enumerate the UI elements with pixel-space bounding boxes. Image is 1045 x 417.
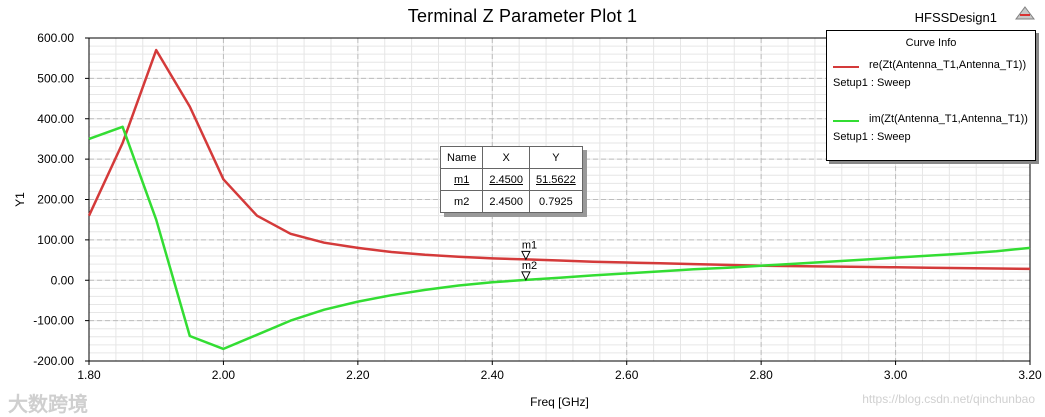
marker-table-header: Name X Y [439, 146, 583, 169]
y-tick-label: 300.00 [37, 152, 74, 166]
plot-title: Terminal Z Parameter Plot 1 [407, 6, 638, 26]
y-axis-label: Y1 [13, 192, 27, 207]
watermark-url: https://blog.csdn.net/qinchunbao [862, 392, 1035, 406]
marker-row-m2[interactable]: m2 2.4500 0.7925 [439, 190, 583, 213]
marker-x: 2.4500 [482, 168, 530, 191]
marker-table-col-y: Y [529, 146, 583, 169]
marker-name[interactable]: m1 [439, 168, 484, 191]
legend-title: Curve Info [905, 37, 957, 49]
ansys-logo-icon [1015, 6, 1035, 20]
marker-x: 2.4500 [482, 190, 530, 213]
x-tick-label: 2.00 [212, 368, 236, 382]
curve-info-legend[interactable]: Curve Info re(Zt(Antenna_T1,Antenna_T1))… [826, 30, 1036, 161]
legend-swatch-re [833, 66, 859, 68]
x-tick-label: 2.40 [481, 368, 505, 382]
legend-series-name: im(Zt(Antenna_T1,Antenna_T1)) [869, 113, 1028, 125]
y-tick-label: 0.00 [51, 273, 75, 287]
legend-entry-im[interactable]: im(Zt(Antenna_T1,Antenna_T1)) Setup1 : S… [833, 113, 1031, 153]
marker-table-col-x: X [482, 146, 530, 169]
marker-m2-label: m2 [522, 260, 537, 272]
marker-m1-icon [521, 250, 531, 261]
legend-swatch-im [833, 120, 859, 122]
marker-name[interactable]: m2 [439, 190, 484, 213]
y-tick-label: 600.00 [37, 31, 74, 45]
marker-y: 51.5622 [529, 168, 583, 191]
marker-y: 0.7925 [529, 190, 583, 213]
x-tick-label: 2.80 [749, 368, 773, 382]
x-tick-label: 3.20 [1018, 368, 1042, 382]
x-tick-label: 1.80 [77, 368, 101, 382]
marker-row-m1[interactable]: m1 2.4500 51.5622 [439, 168, 583, 191]
marker-m1-label: m1 [522, 239, 537, 251]
y-tick-label: -200.00 [33, 354, 74, 368]
y-tick-label: 400.00 [37, 112, 74, 126]
series-line-im [88, 125, 1031, 351]
marker-m2-icon [521, 271, 531, 282]
marker-table[interactable]: Name X Y m1 2.4500 51.5622 m2 2.4500 0.7… [439, 146, 583, 213]
y-tick-label: 100.00 [37, 233, 74, 247]
series-line-re [87, 48, 1031, 271]
watermark-logo: 大数跨境 [8, 394, 88, 416]
legend-entry-re[interactable]: re(Zt(Antenna_T1,Antenna_T1)) Setup1 : S… [833, 59, 1031, 99]
y-tick-label: -100.00 [33, 314, 74, 328]
marker-table-col-name: Name [439, 146, 484, 169]
x-axis-label: Freq [GHz] [530, 395, 589, 409]
x-tick-label: 2.60 [615, 368, 639, 382]
x-tick-label: 3.00 [884, 368, 908, 382]
legend-series-name: re(Zt(Antenna_T1,Antenna_T1)) [869, 59, 1027, 71]
legend-series-setup: Setup1 : Sweep [833, 77, 911, 89]
x-tick-label: 2.20 [346, 368, 370, 382]
design-name: HFSSDesign1 [914, 10, 997, 25]
legend-series-setup: Setup1 : Sweep [833, 131, 911, 143]
y-tick-label: 500.00 [37, 71, 74, 85]
y-tick-label: 200.00 [37, 193, 74, 207]
